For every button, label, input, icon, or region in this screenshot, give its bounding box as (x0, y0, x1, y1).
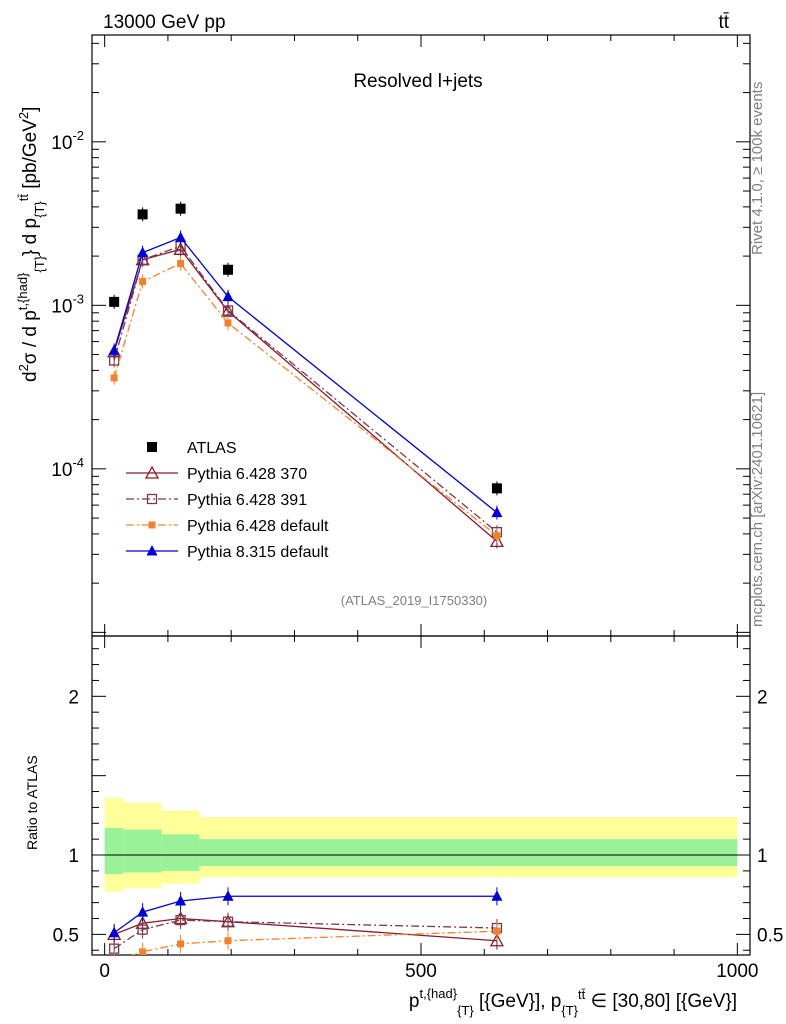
ratio-tick-label-left: 0.5 (53, 925, 79, 946)
chart-title: Resolved l+jets (353, 71, 482, 92)
data-point-pythia-6-428-default (177, 260, 185, 268)
y-axis-title: d2σ / d pt,{had}{T}} d p{T}tt̄ [pb/GeV2] (15, 107, 47, 382)
ratio-point-pythia-8-315-default (137, 906, 149, 917)
data-point-pythia-8-315-default (175, 231, 187, 242)
energy-label: 13000 GeV pp (103, 12, 226, 33)
legend-marker-atlas (147, 442, 157, 452)
x-tick-label: 0 (99, 961, 110, 982)
y-tick-label: 10-3 (51, 291, 84, 317)
ratio-band-inner (256, 839, 738, 867)
ratio-point-pythia-6-428-default (139, 948, 147, 955)
legend-label-pythia-8-315-default: Pythia 8.315 default (187, 544, 329, 561)
ratio-tick-label-left: 1 (68, 846, 79, 867)
legend-label-pythia-6-428-370: Pythia 6.428 370 (187, 466, 307, 483)
ratio-tick-label-right: 1 (757, 846, 768, 867)
legend-label-pythia-6-428-391: Pythia 6.428 391 (187, 492, 307, 509)
y-tick-label: 10-4 (51, 455, 84, 481)
ratio-point-pythia-6-428-391 (137, 924, 148, 935)
legend-marker-pythia-6-428-370 (144, 465, 160, 479)
ratio-line-pythia-6-428-default (131, 930, 497, 955)
ratio-tick-label-right: 2 (757, 687, 768, 708)
ratio-point-pythia-6-428-391 (175, 914, 186, 926)
ratio-point-pythia-8-315-default (175, 895, 187, 906)
data-point-pythia-6-428-default (493, 532, 501, 540)
mcplots-label: mcplots.cern.ch [arXiv:2401.10621] (749, 392, 766, 627)
legend-marker-pythia-8-315-default (146, 545, 158, 556)
ratio-point-pythia-8-315-default (491, 890, 503, 901)
legend-label-pythia-6-428-default: Pythia 6.428 default (187, 518, 329, 535)
x-tick-label: 500 (405, 961, 437, 982)
data-point-atlas (175, 203, 186, 214)
data-point-pythia-6-428-370 (489, 534, 505, 548)
legend-marker-pythia-6-428-391 (146, 493, 158, 505)
rivet-label: Rivet 4.1.0, ≥ 100k events (749, 82, 766, 255)
analysis-watermark: (ATLAS_2019_I1750330) (341, 593, 487, 608)
svg-text:pt,{had}{T} [{GeV}], p{T}tt̄ ∈: pt,{had}{T} [{GeV}], p{T}tt̄ ∈ [30,80] [… (409, 986, 737, 1018)
ratio-point-pythia-6-428-default (177, 940, 185, 948)
data-point-pythia-6-428-default (139, 277, 147, 285)
ratio-band-inner (161, 834, 200, 871)
ratio-point-pythia-6-428-370 (489, 933, 505, 947)
ratio-axis-title: Ratio to ATLAS (24, 755, 40, 850)
process-label: tt̄ (718, 12, 729, 33)
data-point-atlas (491, 483, 502, 494)
ratio-band-inner (123, 829, 162, 873)
data-point-pythia-6-428-391 (222, 305, 234, 316)
x-tick-label: 1000 (716, 961, 758, 982)
data-point-pythia-8-315-default (222, 290, 234, 302)
legend-label-atlas: ATLAS (187, 440, 237, 457)
ratio-point-pythia-6-428-default (493, 927, 501, 935)
data-point-pythia-8-315-default (108, 344, 120, 355)
ratio-point-pythia-6-428-default (224, 937, 232, 945)
data-point-atlas (223, 264, 234, 275)
ratio-point-pythia-8-315-default (222, 890, 234, 901)
series-line-pythia-6-428-default (113, 262, 498, 537)
ratio-point-pythia-6-428-default (111, 958, 118, 965)
legend-marker-pythia-6-428-default (148, 521, 156, 529)
ratio-panel: 0 500 1000 0.5 0.5 1 1 2 2 (53, 635, 783, 982)
ratio-frame (91, 635, 751, 956)
ratio-tick-label-left: 2 (68, 687, 79, 708)
series-line-pythia-6-428-391 (113, 245, 498, 533)
data-point-atlas (137, 209, 148, 220)
svg-text:d2σ / d pt,{had}{T}} d p{T}tt̄: d2σ / d pt,{had}{T}} d p{T}tt̄ [pb/GeV2] (15, 107, 47, 382)
ratio-tick-label-right: 0.5 (757, 925, 783, 946)
data-point-pythia-6-428-default (224, 319, 232, 327)
x-axis-title: pt,{had}{T} [{GeV}], p{T}tt̄ ∈ [30,80] [… (409, 986, 737, 1018)
ratio-line-pythia-6-428-391 (113, 919, 497, 950)
ratio-series-group (107, 887, 505, 965)
ratio-band-inner (104, 828, 124, 875)
data-point-pythia-6-428-370 (173, 241, 188, 255)
data-point-atlas (109, 296, 120, 307)
data-point-pythia-8-315-default (491, 506, 503, 518)
data-point-pythia-8-315-default (137, 246, 149, 258)
y-tick-label: 10-2 (51, 128, 84, 154)
legend: ATLAS Pythia 6.428 370 Pythia 6.428 391 Pyt… (126, 440, 329, 561)
ratio-point-pythia-8-315-default (108, 926, 120, 938)
ratio-point-pythia-6-428-391 (222, 916, 234, 927)
ratio-band-inner (199, 839, 257, 867)
data-point-pythia-6-428-default (110, 374, 118, 382)
